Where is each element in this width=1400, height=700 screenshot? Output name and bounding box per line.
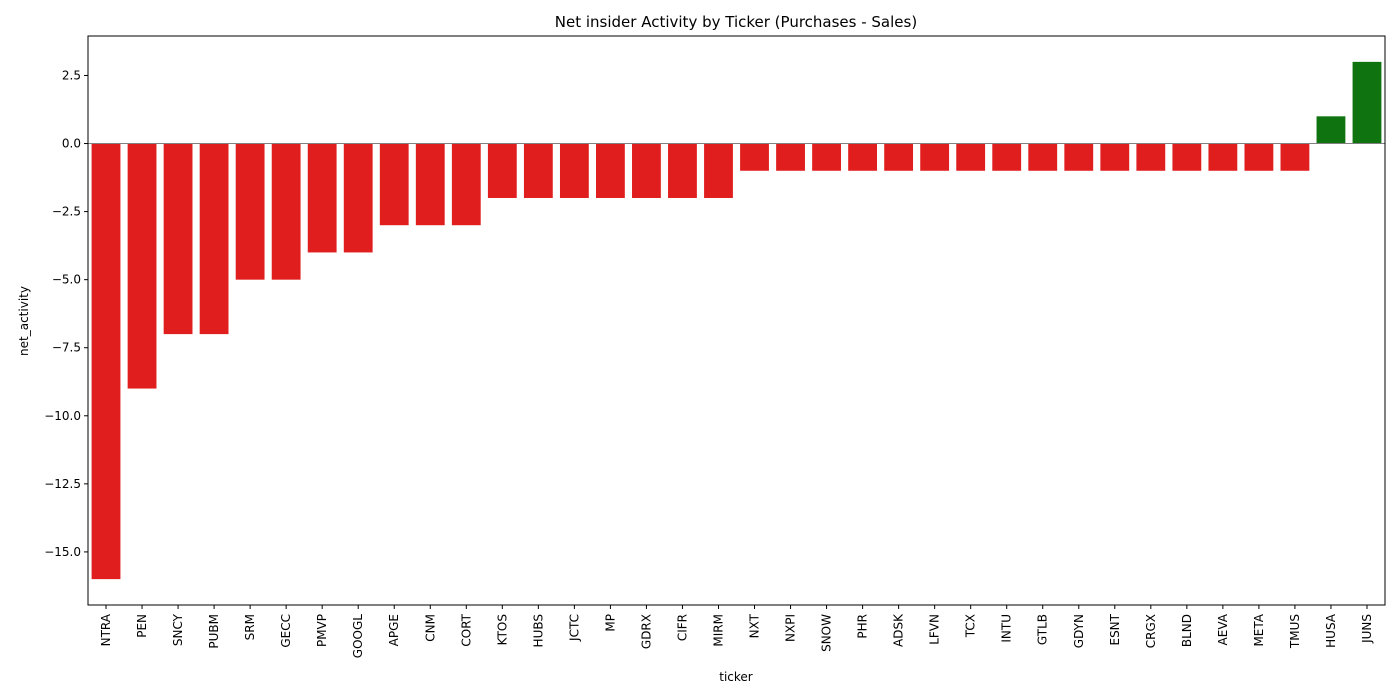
- x-tick-label: PUBM: [207, 614, 221, 649]
- bar-nxt: [740, 143, 769, 171]
- x-tick-label: TMUS: [1288, 614, 1302, 649]
- y-tick-label: −7.5: [52, 341, 81, 355]
- plot-frame: [87, 35, 1386, 606]
- bar-cort: [451, 143, 481, 226]
- bar-blnd: [1172, 143, 1202, 171]
- y-axis-label: net_activity: [17, 286, 31, 356]
- x-tick-label: KTOS: [495, 614, 509, 645]
- bar-srm: [235, 143, 265, 280]
- y-tick-label: −15.0: [44, 545, 81, 559]
- bar-snow: [812, 143, 841, 171]
- x-tick-label: MP: [603, 614, 617, 632]
- x-tick-label: CIFR: [675, 614, 689, 641]
- x-axis: NTRA PEN SNCY PUBM SRM GECC PMVP GOOGL APGE CNM CO…: [99, 605, 1374, 658]
- bar-gecc: [271, 143, 301, 280]
- x-tick-label: CORT: [459, 613, 473, 646]
- y-tick-label: 2.5: [62, 68, 81, 82]
- bar-pmvp: [307, 143, 337, 253]
- x-tick-label: GECC: [279, 614, 293, 648]
- bar-cifr: [668, 143, 697, 198]
- x-tick-label: HUBS: [531, 614, 545, 647]
- y-tick-label: −12.5: [44, 477, 81, 491]
- bar-sncy: [163, 143, 193, 335]
- x-tick-label: CNM: [423, 614, 437, 642]
- x-tick-label: PEN: [135, 614, 149, 638]
- bar-tcx: [956, 143, 986, 171]
- x-tick-label: PMVP: [315, 614, 329, 647]
- x-axis-label: ticker: [719, 670, 753, 684]
- bar-gdrx: [632, 143, 661, 198]
- x-tick-label: AEVA: [1216, 613, 1230, 645]
- bar-mirm: [704, 143, 733, 198]
- y-axis: 2.5 0.0 −2.5 −5.0 −7.5 −10.0 −12.5 −15.0: [44, 68, 88, 559]
- bar-gdyn: [1064, 143, 1094, 171]
- bars-group: [91, 61, 1382, 580]
- y-tick-label: 0.0: [62, 137, 81, 151]
- bar-juns: [1352, 61, 1382, 144]
- bar-phr: [848, 143, 878, 171]
- x-tick-label: MIRM: [711, 614, 725, 647]
- x-tick-label: ESNT: [1108, 613, 1122, 645]
- bar-pubm: [199, 143, 229, 335]
- bar-esnt: [1100, 143, 1130, 171]
- x-tick-label: CRGX: [1144, 614, 1158, 648]
- x-tick-label: GTLB: [1036, 614, 1050, 645]
- x-tick-label: TCX: [964, 614, 978, 638]
- bar-cnm: [415, 143, 445, 226]
- bar-ktos: [487, 143, 517, 198]
- bar-adsk: [884, 143, 914, 171]
- x-tick-label: APGE: [387, 614, 401, 646]
- bar-hubs: [523, 143, 553, 198]
- x-tick-label: SRM: [243, 614, 257, 640]
- y-tick-label: −10.0: [44, 409, 81, 423]
- x-tick-label: NXT: [748, 613, 762, 638]
- bar-ntra: [91, 143, 121, 580]
- bar-intu: [992, 143, 1022, 171]
- chart-title: Net insider Activity by Ticker (Purchase…: [555, 13, 917, 31]
- x-tick-label: NTRA: [99, 613, 113, 646]
- y-tick-label: −5.0: [52, 273, 81, 287]
- bar-aeva: [1208, 143, 1238, 171]
- x-tick-label: JCTC: [567, 614, 581, 642]
- bar-gtlb: [1028, 143, 1058, 171]
- x-tick-label: INTU: [1000, 614, 1014, 643]
- bar-tmus: [1280, 143, 1310, 171]
- bar-nxpi: [776, 143, 805, 171]
- x-tick-label: NXPI: [784, 614, 798, 642]
- bar-mp: [595, 143, 625, 198]
- bar-googl: [343, 143, 373, 253]
- x-tick-label: PHR: [856, 614, 870, 639]
- bar-lfvn: [920, 143, 950, 171]
- x-tick-label: SNCY: [171, 613, 185, 646]
- x-tick-label: GDYN: [1072, 614, 1086, 648]
- bar-jctc: [559, 143, 589, 198]
- x-tick-label: LFVN: [928, 614, 942, 645]
- bar-pen: [127, 143, 157, 389]
- x-tick-label: JUNS: [1360, 614, 1374, 644]
- bar-meta: [1244, 143, 1274, 171]
- x-tick-label: META: [1252, 613, 1266, 646]
- x-tick-label: GOOGL: [351, 614, 365, 658]
- bar-crgx: [1136, 143, 1166, 171]
- bar-apge: [379, 143, 409, 226]
- x-tick-label: SNOW: [820, 614, 834, 652]
- x-tick-label: GDRX: [639, 614, 653, 649]
- x-tick-label: ADSK: [892, 613, 906, 647]
- bar-husa: [1316, 116, 1346, 144]
- x-tick-label: BLND: [1180, 614, 1194, 647]
- y-tick-label: −2.5: [52, 205, 81, 219]
- x-tick-label: HUSA: [1324, 613, 1338, 648]
